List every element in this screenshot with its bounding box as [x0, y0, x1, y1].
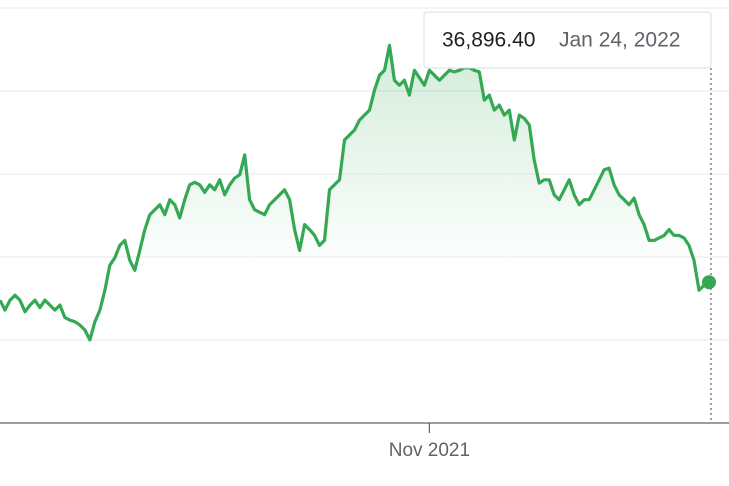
- tooltip-date: Jan 24, 2022: [559, 29, 680, 52]
- tooltip-box: [423, 11, 712, 69]
- area: [0, 45, 709, 424]
- tooltip: 36,896.40 Jan 24, 2022: [423, 11, 712, 69]
- hover-point: [702, 275, 716, 290]
- x-tick-label: Nov 2021: [389, 440, 470, 461]
- line: [0, 43, 710, 342]
- tooltip-value: 36,896.40: [442, 29, 535, 52]
